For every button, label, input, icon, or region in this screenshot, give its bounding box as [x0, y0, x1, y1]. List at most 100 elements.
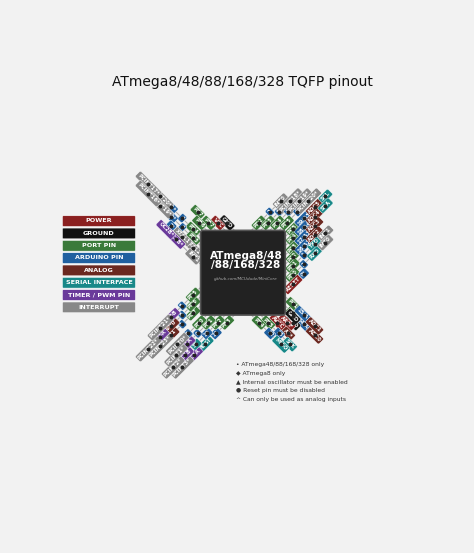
- Text: PC3: PC3: [287, 242, 299, 253]
- FancyBboxPatch shape: [63, 265, 136, 276]
- Text: AIN0: AIN0: [164, 319, 178, 333]
- FancyBboxPatch shape: [63, 216, 136, 227]
- Text: 8: 8: [185, 330, 191, 337]
- Text: 21*: 21*: [166, 202, 177, 212]
- Text: INT0: INT0: [319, 236, 332, 249]
- Text: XTAL1: XTAL1: [174, 228, 191, 245]
- Text: PCINT22*: PCINT22*: [137, 337, 160, 360]
- Text: 18/A4: 18/A4: [296, 220, 311, 235]
- Text: AIN1: AIN1: [164, 328, 178, 342]
- Text: GND: GND: [286, 310, 299, 323]
- Text: PB7: PB7: [203, 217, 214, 229]
- FancyBboxPatch shape: [63, 228, 136, 239]
- Text: • ATmega48/88/168/328 only: • ATmega48/88/168/328 only: [236, 362, 324, 367]
- Text: PCINT19*: PCINT19*: [288, 190, 311, 213]
- Text: SS: SS: [191, 340, 201, 349]
- Text: PD7: PD7: [187, 307, 199, 319]
- Text: PC5: PC5: [287, 223, 299, 235]
- Text: 9: 9: [194, 330, 201, 336]
- Text: INT1: INT1: [319, 227, 332, 240]
- Text: ADC3: ADC3: [307, 218, 322, 233]
- Text: PCINT3*: PCINT3*: [172, 357, 192, 378]
- Text: PB0: PB0: [193, 317, 205, 328]
- Text: ADC2: ADC2: [307, 228, 322, 242]
- Text: PORT PIN: PORT PIN: [82, 243, 116, 248]
- Text: INT0: INT0: [274, 195, 287, 208]
- FancyBboxPatch shape: [201, 231, 285, 315]
- Text: PC2: PC2: [287, 251, 299, 263]
- Text: INTERRUPT: INTERRUPT: [79, 305, 119, 310]
- Text: PD6: PD6: [187, 298, 199, 310]
- Text: ADC0: ADC0: [307, 328, 322, 342]
- Text: OC1B: OC1B: [178, 348, 192, 363]
- Text: PB4: PB4: [253, 317, 264, 328]
- Text: ADC4: ADC4: [307, 209, 322, 224]
- Text: 6: 6: [179, 312, 185, 318]
- Text: AVCC: AVCC: [270, 315, 284, 330]
- Text: OC1A: OC1A: [179, 337, 194, 352]
- Text: ATmega8/48: ATmega8/48: [210, 251, 283, 261]
- Text: PCINT20*: PCINT20*: [297, 190, 320, 213]
- Text: PCINT1*: PCINT1*: [165, 345, 186, 366]
- Text: PCINT18*: PCINT18*: [278, 190, 301, 213]
- FancyBboxPatch shape: [63, 302, 136, 313]
- Text: PD3: PD3: [262, 217, 274, 229]
- Text: github.com/MCUdude/MiniCore: github.com/MCUdude/MiniCore: [214, 277, 278, 281]
- Text: 0*: 0*: [300, 269, 308, 278]
- Text: XTAL2: XTAL2: [185, 239, 201, 255]
- Text: PD5: PD5: [187, 289, 199, 301]
- Text: 12: 12: [265, 329, 274, 338]
- Text: MOSI: MOSI: [198, 337, 212, 352]
- Text: TIMER / PWM PIN: TIMER / PWM PIN: [68, 293, 130, 298]
- Text: 2: 2: [301, 262, 307, 268]
- Text: 16/A2: 16/A2: [296, 238, 311, 254]
- Text: ATmega8/48/88/168/328 TQFP pinout: ATmega8/48/88/168/328 TQFP pinout: [112, 75, 374, 89]
- Text: PD2: PD2: [253, 217, 265, 229]
- Text: PCINT16*: PCINT16*: [137, 182, 160, 205]
- Text: 3: 3: [179, 225, 185, 231]
- Text: 19/A5: 19/A5: [296, 210, 311, 226]
- FancyBboxPatch shape: [63, 278, 136, 288]
- Text: ^ Can only be used as analog inputs: ^ Can only be used as analog inputs: [236, 397, 346, 402]
- Text: ADC5: ADC5: [307, 200, 322, 215]
- Text: POWER: POWER: [86, 218, 112, 223]
- Text: PB1: PB1: [202, 317, 214, 328]
- Text: PCINT23*: PCINT23*: [149, 335, 172, 358]
- Text: A6*: A6*: [283, 328, 294, 339]
- Text: PCINT21*: PCINT21*: [149, 316, 172, 339]
- FancyBboxPatch shape: [63, 253, 136, 263]
- Text: ADC1: ADC1: [307, 319, 322, 333]
- Text: TXD: TXD: [309, 238, 320, 250]
- Text: GND: GND: [286, 316, 299, 329]
- Text: PB7: PB7: [192, 206, 203, 218]
- Text: 13: 13: [274, 329, 283, 338]
- Text: RESET: RESET: [284, 276, 301, 293]
- Text: PCINT20*: PCINT20*: [149, 185, 172, 208]
- FancyBboxPatch shape: [63, 241, 136, 251]
- Text: PCINT2*: PCINT2*: [163, 357, 183, 378]
- Text: PD4: PD4: [187, 223, 199, 235]
- Text: OC0B: OC0B: [164, 309, 179, 324]
- Text: SDA: SDA: [319, 200, 331, 212]
- Text: SCL: SCL: [320, 191, 331, 202]
- Text: 10: 10: [202, 329, 211, 338]
- Text: OC0A: OC0A: [153, 330, 168, 344]
- Text: RXD: RXD: [309, 247, 321, 260]
- Text: VCC: VCC: [212, 217, 224, 229]
- Text: PB6: PB6: [193, 217, 205, 229]
- Text: PCINT19*: PCINT19*: [149, 194, 172, 217]
- Text: 2*: 2*: [167, 222, 175, 229]
- Text: 17/A3: 17/A3: [296, 229, 311, 244]
- Text: ANALOG: ANALOG: [84, 268, 114, 273]
- Text: PC4: PC4: [287, 232, 299, 244]
- FancyBboxPatch shape: [63, 290, 136, 300]
- Text: PC0: PC0: [287, 307, 299, 319]
- Text: 7: 7: [179, 321, 185, 327]
- Text: PD3: PD3: [187, 232, 199, 244]
- Text: PD0: PD0: [287, 269, 299, 281]
- Text: PB3: PB3: [221, 317, 233, 328]
- Text: OC2B*: OC2B*: [167, 231, 184, 248]
- Text: OC2B*: OC2B*: [157, 221, 174, 238]
- Text: PC1: PC1: [287, 298, 299, 310]
- Text: 3: 3: [276, 209, 282, 215]
